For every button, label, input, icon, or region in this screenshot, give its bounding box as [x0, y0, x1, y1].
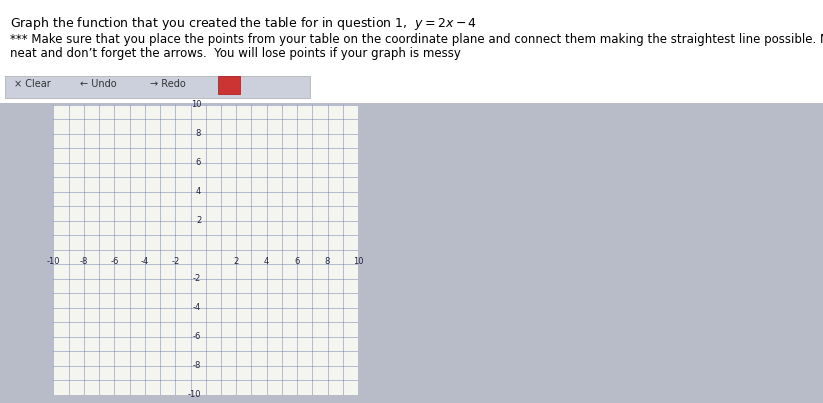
Text: 8: 8 [325, 257, 330, 266]
Text: -4: -4 [141, 257, 149, 266]
Text: Graph the function that you created the table for in question 1,  $y = 2x - 4$: Graph the function that you created the … [10, 15, 477, 32]
Text: 6: 6 [295, 257, 300, 266]
Text: 2: 2 [196, 216, 201, 225]
Text: *** Make sure that you place the points from your table on the coordinate plane : *** Make sure that you place the points … [10, 33, 823, 46]
Text: 8: 8 [196, 129, 201, 138]
FancyBboxPatch shape [5, 76, 310, 98]
FancyBboxPatch shape [0, 0, 823, 103]
Text: 2: 2 [234, 257, 239, 266]
Text: → Redo: → Redo [150, 79, 186, 89]
Text: × Clear: × Clear [14, 79, 51, 89]
Text: -8: -8 [193, 361, 201, 370]
Text: -6: -6 [193, 332, 201, 341]
Text: -2: -2 [193, 274, 201, 283]
Text: 4: 4 [264, 257, 269, 266]
Text: -8: -8 [80, 257, 88, 266]
Text: neat and don’t forget the arrows.  You will lose points if your graph is messy: neat and don’t forget the arrows. You wi… [10, 47, 461, 60]
Text: -10: -10 [188, 391, 201, 399]
Text: -10: -10 [47, 257, 60, 266]
Text: 6: 6 [196, 158, 201, 167]
Text: 4: 4 [196, 187, 201, 196]
Text: ← Undo: ← Undo [80, 79, 117, 89]
Text: -6: -6 [110, 257, 119, 266]
Text: -4: -4 [193, 303, 201, 312]
Text: -2: -2 [171, 257, 179, 266]
FancyBboxPatch shape [218, 76, 240, 94]
Text: 10: 10 [353, 257, 363, 266]
Text: 10: 10 [191, 100, 201, 109]
